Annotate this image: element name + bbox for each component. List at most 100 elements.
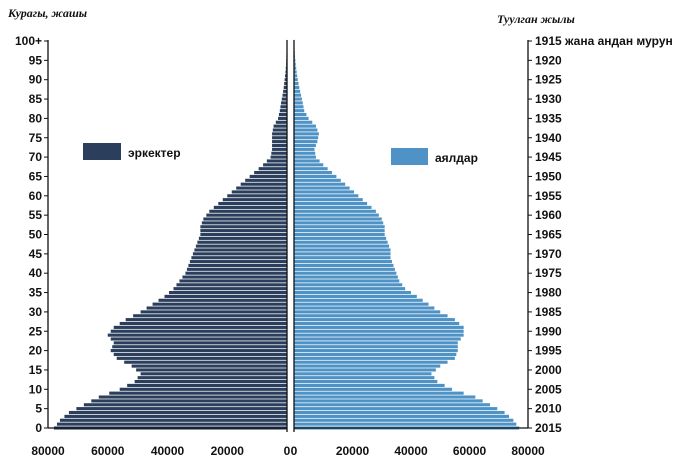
male-bar (134, 379, 287, 384)
axes (47, 40, 529, 432)
female-bar (294, 89, 301, 93)
female-bar (294, 97, 302, 101)
male-bar (91, 399, 287, 403)
male-bar (200, 232, 287, 237)
female-bar (294, 248, 391, 252)
female-bar (294, 198, 363, 202)
age-tick-label: 80 (29, 111, 43, 125)
male-bar (133, 314, 287, 318)
age-tick-label: 70 (29, 150, 43, 164)
female-bar (294, 163, 324, 167)
male-bar (194, 248, 287, 252)
year-tick-labels: 1915 жана андан мурун 1920 1925 1930 1935 194… (528, 34, 673, 435)
female-bar (294, 321, 460, 326)
x-tick-label-right: 20000 (336, 444, 370, 458)
female-bar (294, 349, 458, 353)
female-bar (294, 105, 304, 109)
female-bar (294, 159, 320, 163)
left-axis-title: Курагы, жашы (7, 6, 87, 20)
male-bar (282, 93, 287, 97)
female-bar (294, 372, 432, 376)
age-tick-label: 5 (35, 402, 42, 416)
male-bar (200, 229, 287, 233)
female-bar (294, 174, 337, 179)
female-bar (294, 368, 436, 372)
female-bar (294, 294, 417, 298)
year-tick-label: 1970 (535, 247, 562, 261)
female-bar (294, 85, 300, 90)
male-bar (158, 298, 287, 302)
male-bar (222, 198, 287, 202)
year-tick-label: 1995 (535, 344, 562, 358)
x-tick-label-right: 0 (291, 444, 298, 458)
year-tick-label: 1990 (535, 324, 562, 338)
female-bar (294, 244, 390, 248)
age-tick-labels: 100+959085807570656055504540353025201510… (15, 34, 48, 435)
legend-male-label: эркектер (128, 146, 181, 160)
male-bar (203, 217, 287, 221)
female-bar (294, 279, 400, 283)
female-bar (294, 93, 302, 97)
female-bar (294, 345, 458, 349)
male-bar (279, 109, 287, 113)
female-bar (294, 70, 297, 74)
male-bar (109, 391, 288, 395)
male-bar (273, 124, 287, 128)
male-bar (254, 171, 287, 175)
female-bar (294, 143, 316, 148)
male-bar (284, 82, 287, 86)
age-tick-label: 20 (29, 344, 43, 358)
male-bar (281, 101, 287, 105)
female-bar (294, 167, 328, 171)
female-bar (294, 182, 346, 186)
female-bar (294, 240, 388, 244)
male-bar (284, 78, 287, 82)
male-bar (68, 410, 287, 415)
female-bar (294, 267, 395, 271)
male-bar (192, 252, 287, 256)
female-bar (294, 333, 464, 337)
male-bar (136, 368, 287, 372)
female-bar (294, 418, 514, 422)
year-tick-label: 1960 (535, 208, 562, 222)
age-tick-label: 0 (35, 421, 42, 435)
female-bar (294, 190, 354, 194)
age-tick-label: 10 (29, 382, 43, 396)
female-bar (294, 314, 448, 318)
female-bar (294, 62, 296, 66)
male-bar (189, 260, 287, 264)
x-tick-label-left: 20000 (211, 444, 245, 458)
male-bar (168, 290, 287, 295)
male-bar (258, 167, 287, 171)
male-bar (285, 74, 287, 78)
age-tick-label: 95 (29, 53, 43, 67)
male-bar (278, 112, 287, 117)
age-tick-label: 50 (29, 228, 43, 242)
female-bar (294, 298, 423, 302)
female-bar (294, 101, 303, 105)
male-bar (113, 325, 287, 329)
female-bars (294, 39, 520, 430)
x-tick-label-left: 0 (284, 444, 291, 458)
age-tick-label: 90 (29, 73, 43, 87)
age-tick-label: 35 (29, 286, 43, 300)
male-bar (272, 143, 287, 148)
female-bar (294, 136, 319, 140)
age-tick-label: 65 (29, 169, 43, 183)
female-bar (294, 352, 457, 357)
x-tick-label-right: 80000 (511, 444, 545, 458)
male-bar (236, 186, 287, 190)
male-bar (113, 352, 287, 357)
female-bar (294, 256, 391, 260)
female-bar (294, 252, 391, 256)
female-bar (294, 225, 385, 229)
male-bar (206, 213, 287, 217)
male-bar (152, 302, 287, 306)
year-tick-label: 1925 (535, 73, 562, 87)
male-bar (198, 236, 287, 240)
male-bar (270, 155, 287, 159)
male-bar (266, 159, 287, 163)
male-bar (281, 97, 287, 101)
year-tick-label: 2005 (535, 382, 562, 396)
female-bar (294, 337, 461, 341)
